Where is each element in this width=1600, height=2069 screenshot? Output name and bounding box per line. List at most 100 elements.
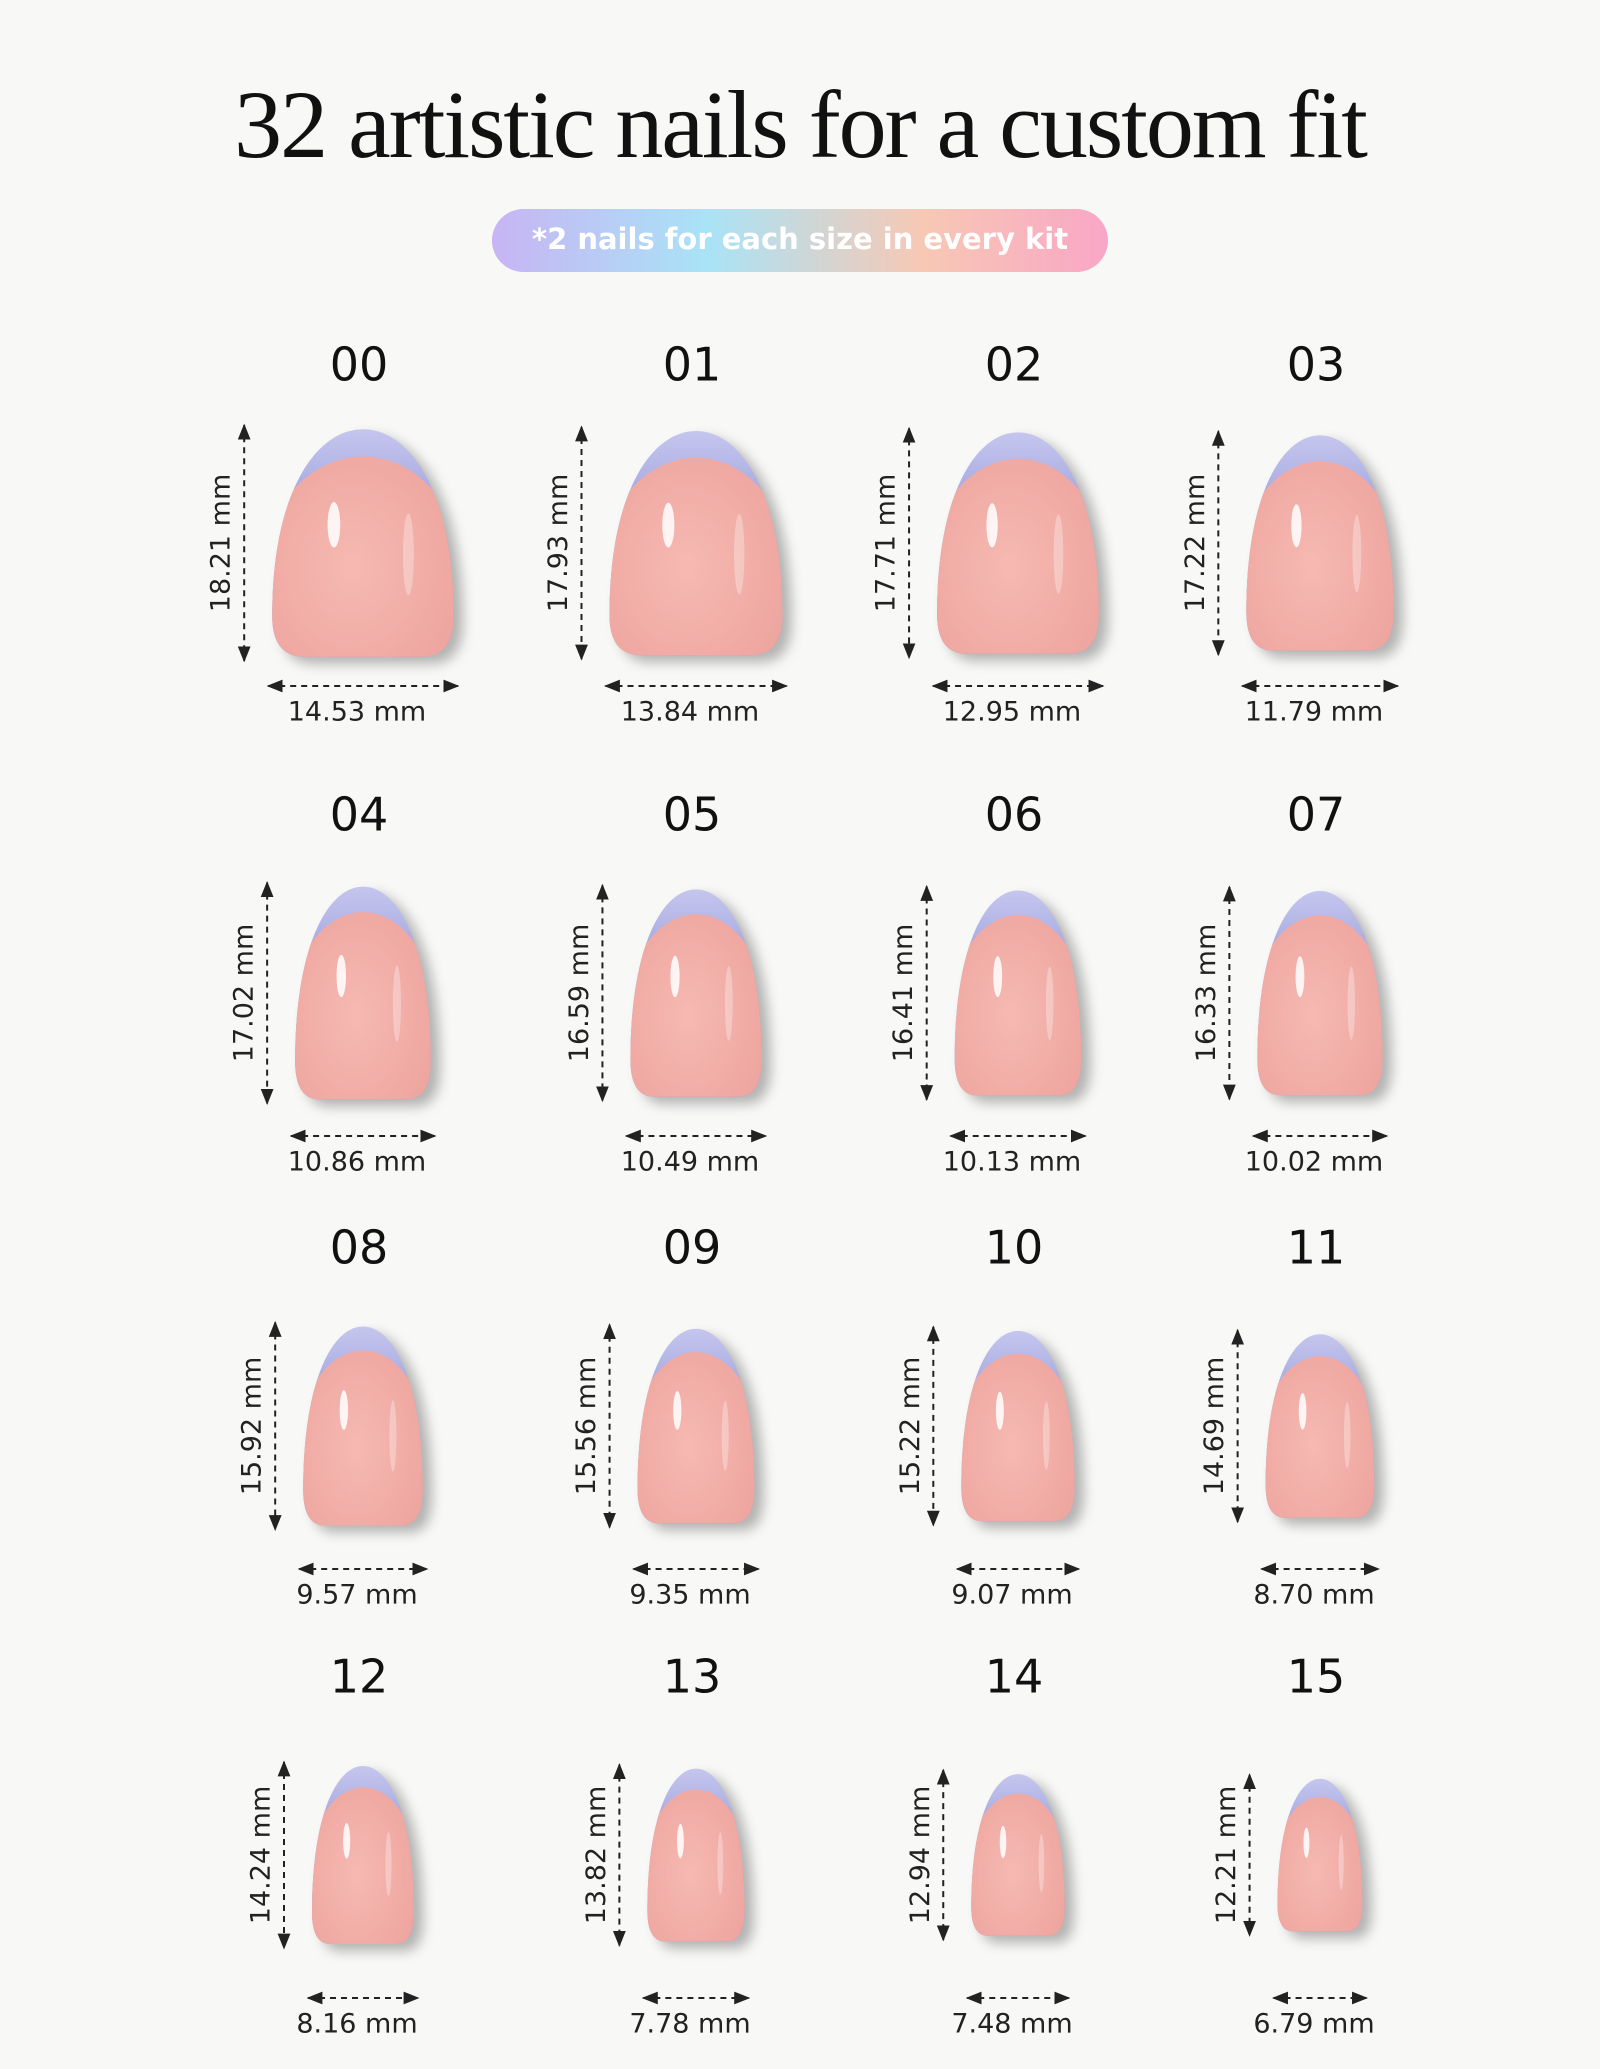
highlight bbox=[662, 502, 675, 548]
nail bbox=[954, 890, 1082, 1096]
nail-pink bbox=[312, 1787, 414, 1944]
size-label: 11 bbox=[1287, 1221, 1346, 1275]
nail-pink bbox=[1265, 1356, 1375, 1518]
highlight bbox=[385, 1831, 392, 1896]
length-label: 18.21 mm bbox=[206, 474, 237, 612]
size-label: 01 bbox=[663, 338, 722, 392]
highlight bbox=[1045, 966, 1054, 1041]
nail-pink bbox=[961, 1353, 1075, 1522]
size-label: 05 bbox=[663, 788, 722, 842]
nail bbox=[609, 430, 783, 656]
nail-body bbox=[971, 1793, 1065, 1936]
nail-body bbox=[647, 1789, 745, 1942]
length-label: 17.71 mm bbox=[871, 474, 902, 612]
size-label: 06 bbox=[985, 788, 1044, 842]
size-label: 14 bbox=[985, 1650, 1044, 1704]
length-label: 17.93 mm bbox=[543, 474, 574, 612]
nail bbox=[1257, 890, 1383, 1096]
width-label: 10.49 mm bbox=[621, 1147, 759, 1178]
badge-text: *2 nails for each size in every kit bbox=[532, 222, 1068, 256]
nail-pink bbox=[1277, 1797, 1363, 1932]
highlight bbox=[1352, 515, 1362, 593]
nail-pink bbox=[637, 1352, 755, 1524]
nail-body bbox=[312, 1787, 414, 1944]
nail bbox=[303, 1326, 423, 1526]
width-label: 6.79 mm bbox=[1253, 2009, 1374, 2040]
width-label: 9.35 mm bbox=[629, 1580, 750, 1611]
highlight bbox=[1291, 504, 1302, 548]
nail-pink bbox=[630, 914, 762, 1097]
size-label: 12 bbox=[330, 1650, 389, 1704]
width-label: 7.78 mm bbox=[629, 2009, 750, 2040]
highlight bbox=[993, 956, 1003, 998]
nail-pink bbox=[1257, 915, 1383, 1096]
size-label: 00 bbox=[330, 338, 389, 392]
width-label: 10.02 mm bbox=[1245, 1147, 1383, 1178]
width-label: 9.57 mm bbox=[296, 1580, 417, 1611]
highlight bbox=[1042, 1401, 1050, 1470]
highlight bbox=[1298, 1392, 1307, 1430]
length-label: 15.56 mm bbox=[571, 1357, 602, 1495]
highlight bbox=[677, 1823, 684, 1859]
nail-body bbox=[295, 912, 431, 1100]
length-label: 16.59 mm bbox=[564, 924, 595, 1062]
nail bbox=[630, 889, 762, 1097]
nail-body bbox=[961, 1353, 1075, 1522]
size-label: 04 bbox=[330, 788, 389, 842]
highlight bbox=[392, 965, 402, 1042]
nail-pink bbox=[1246, 461, 1394, 651]
size-label: 02 bbox=[985, 338, 1044, 392]
highlight bbox=[1347, 966, 1356, 1040]
nail bbox=[312, 1766, 414, 1944]
highlight bbox=[1295, 956, 1305, 998]
length-label: 17.22 mm bbox=[1180, 474, 1211, 612]
highlight bbox=[734, 513, 745, 595]
highlight bbox=[402, 513, 414, 596]
nail bbox=[1277, 1778, 1363, 1932]
width-label: 10.86 mm bbox=[288, 1147, 426, 1178]
highlight bbox=[339, 1390, 349, 1430]
highlight bbox=[1343, 1402, 1351, 1469]
nail-pink bbox=[647, 1789, 745, 1942]
size-label: 03 bbox=[1287, 338, 1346, 392]
highlight bbox=[670, 955, 680, 998]
nail bbox=[961, 1330, 1075, 1522]
nail-body bbox=[303, 1350, 423, 1526]
highlight bbox=[717, 1832, 724, 1895]
width-label: 13.84 mm bbox=[621, 697, 759, 728]
width-label: 8.16 mm bbox=[296, 2009, 417, 2040]
highlight bbox=[986, 503, 998, 548]
highlight bbox=[389, 1400, 397, 1472]
size-label: 13 bbox=[663, 1650, 722, 1704]
highlight bbox=[1038, 1833, 1045, 1893]
nail-pink bbox=[272, 456, 454, 657]
size-label: 15 bbox=[1287, 1650, 1346, 1704]
highlight bbox=[999, 1825, 1007, 1859]
nail-body bbox=[609, 457, 783, 656]
highlight bbox=[1338, 1835, 1344, 1891]
length-label: 14.24 mm bbox=[246, 1786, 277, 1924]
nail-body bbox=[1265, 1356, 1375, 1518]
nail-body bbox=[630, 914, 762, 1097]
size-label: 10 bbox=[985, 1221, 1044, 1275]
highlight bbox=[995, 1391, 1004, 1430]
highlight bbox=[343, 1822, 351, 1859]
length-label: 14.69 mm bbox=[1199, 1357, 1230, 1495]
size-label: 09 bbox=[663, 1221, 722, 1275]
width-label: 12.95 mm bbox=[943, 697, 1081, 728]
title: 32 artistic nails for a custom fit bbox=[234, 71, 1368, 178]
length-label: 16.33 mm bbox=[1191, 924, 1222, 1062]
highlight bbox=[724, 966, 733, 1041]
nail-body bbox=[937, 458, 1099, 654]
width-label: 10.13 mm bbox=[943, 1147, 1081, 1178]
highlight bbox=[327, 502, 341, 548]
width-label: 14.53 mm bbox=[288, 697, 426, 728]
length-label: 15.22 mm bbox=[895, 1357, 926, 1495]
nail-pink bbox=[937, 458, 1099, 654]
nail-pink bbox=[303, 1350, 423, 1526]
nail bbox=[1265, 1334, 1375, 1518]
highlight bbox=[721, 1400, 729, 1471]
width-label: 8.70 mm bbox=[1253, 1580, 1374, 1611]
